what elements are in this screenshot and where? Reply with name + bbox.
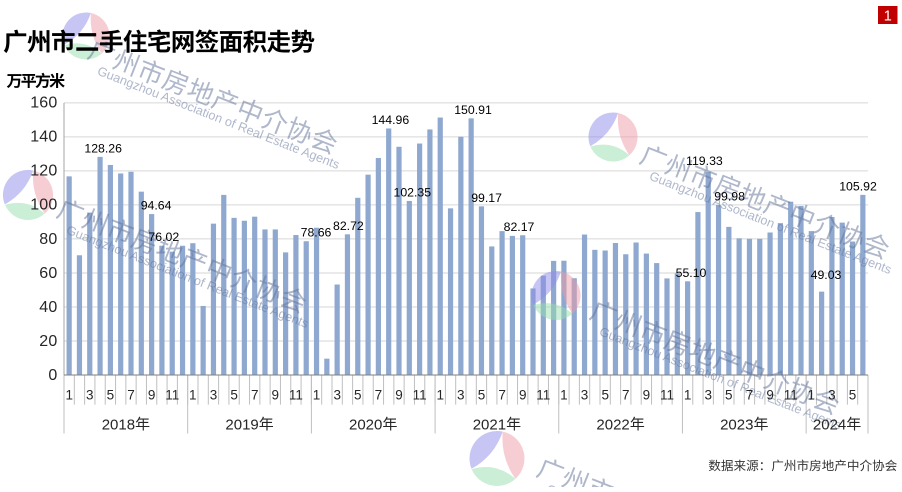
svg-text:128.26: 128.26 <box>84 141 122 155</box>
svg-text:0: 0 <box>48 367 57 384</box>
svg-text:99.98: 99.98 <box>714 190 745 204</box>
svg-text:1: 1 <box>684 387 692 402</box>
svg-text:11: 11 <box>165 387 179 402</box>
svg-text:2022: 2022 <box>596 416 629 433</box>
svg-text:94.64: 94.64 <box>141 199 172 213</box>
svg-text:2021: 2021 <box>473 416 506 433</box>
svg-text:7: 7 <box>498 387 506 402</box>
svg-text:80: 80 <box>39 231 57 248</box>
svg-text:140: 140 <box>30 129 57 146</box>
svg-text:2023: 2023 <box>720 416 753 433</box>
svg-text:Guangzhou Association of Real: Guangzhou Association of Real Estate Age… <box>95 64 341 172</box>
svg-text:3: 3 <box>704 387 712 402</box>
svg-text:2018: 2018 <box>102 416 135 433</box>
svg-text:150.91: 150.91 <box>454 103 492 117</box>
svg-text:1: 1 <box>808 387 816 402</box>
svg-text:2019: 2019 <box>225 416 258 433</box>
svg-text:40: 40 <box>39 299 57 316</box>
svg-text:82.17: 82.17 <box>504 220 535 234</box>
svg-text:160: 160 <box>30 95 57 112</box>
svg-text:5: 5 <box>230 387 238 402</box>
svg-text:3: 3 <box>210 387 218 402</box>
svg-text:5: 5 <box>601 387 609 402</box>
svg-text:3: 3 <box>457 387 465 402</box>
svg-text:1: 1 <box>884 8 892 24</box>
svg-text:5: 5 <box>725 387 733 402</box>
svg-text:2020: 2020 <box>349 416 382 433</box>
svg-text:9: 9 <box>395 387 403 402</box>
svg-text:3: 3 <box>581 387 589 402</box>
svg-text:11: 11 <box>413 387 427 402</box>
svg-text:3: 3 <box>333 387 341 402</box>
svg-text:7: 7 <box>375 387 383 402</box>
svg-text:144.96: 144.96 <box>372 113 410 127</box>
svg-text:105.92: 105.92 <box>839 179 877 193</box>
svg-text:11: 11 <box>536 387 550 402</box>
svg-text:3: 3 <box>828 387 836 402</box>
svg-text:1: 1 <box>436 387 444 402</box>
svg-text:11: 11 <box>784 387 798 402</box>
svg-text:5: 5 <box>354 387 362 402</box>
svg-text:5: 5 <box>478 387 486 402</box>
svg-text:9: 9 <box>519 387 527 402</box>
svg-text:78.66: 78.66 <box>301 226 332 240</box>
svg-text:3: 3 <box>86 387 94 402</box>
svg-text:7: 7 <box>251 387 259 402</box>
svg-text:102.35: 102.35 <box>393 185 431 199</box>
svg-text:5: 5 <box>849 387 857 402</box>
svg-text:1: 1 <box>560 387 568 402</box>
svg-text:5: 5 <box>107 387 115 402</box>
svg-text:11: 11 <box>289 387 303 402</box>
svg-text:120: 120 <box>30 163 57 180</box>
svg-text:9: 9 <box>766 387 774 402</box>
svg-text:49.03: 49.03 <box>811 268 842 282</box>
svg-text:55.10: 55.10 <box>676 266 707 280</box>
svg-text:76.02: 76.02 <box>148 230 179 244</box>
svg-text:82.72: 82.72 <box>333 219 364 233</box>
svg-text:9: 9 <box>272 387 280 402</box>
svg-text:2024: 2024 <box>813 416 846 433</box>
svg-text:11: 11 <box>660 387 674 402</box>
svg-text:1: 1 <box>65 387 73 402</box>
svg-text:7: 7 <box>127 387 135 402</box>
svg-text:99.17: 99.17 <box>471 191 502 205</box>
svg-text:119.33: 119.33 <box>686 154 723 168</box>
svg-text:7: 7 <box>622 387 630 402</box>
svg-text:60: 60 <box>39 265 57 282</box>
svg-text:9: 9 <box>643 387 651 402</box>
svg-text:1: 1 <box>313 387 321 402</box>
svg-text:9: 9 <box>148 387 156 402</box>
svg-text:20: 20 <box>39 333 57 350</box>
svg-text:1: 1 <box>189 387 197 402</box>
svg-text:100: 100 <box>30 197 57 214</box>
svg-text:7: 7 <box>746 387 754 402</box>
